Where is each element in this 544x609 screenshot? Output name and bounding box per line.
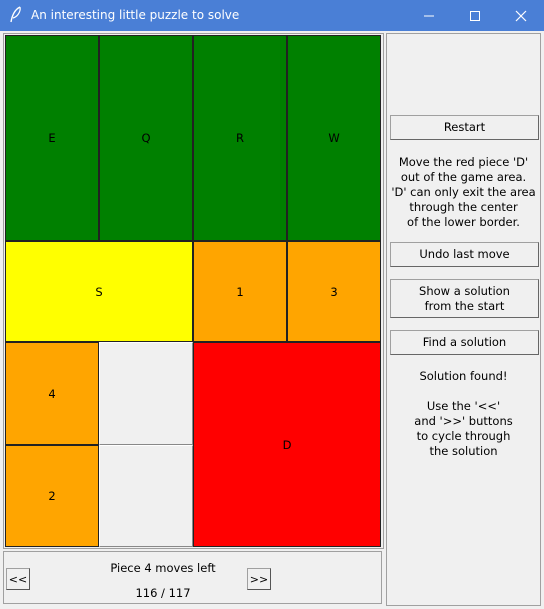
minimize-button[interactable] <box>406 0 452 31</box>
feather-icon <box>8 6 24 24</box>
piece-1-label: 1 <box>236 284 244 299</box>
piece-e-label: E <box>48 131 56 145</box>
piece-d[interactable]: D <box>193 342 381 547</box>
piece-2[interactable]: 2 <box>5 445 99 547</box>
piece-r[interactable]: R <box>193 35 287 241</box>
piece-3[interactable]: 3 <box>287 241 381 342</box>
title-bar[interactable]: An interesting little puzzle to solve <box>0 0 544 31</box>
piece-w-label: W <box>328 131 340 145</box>
instructions-text: Move the red piece 'D' out of the game a… <box>391 155 536 229</box>
empty-cell[interactable] <box>99 342 193 445</box>
piece-q[interactable]: Q <box>99 35 193 241</box>
piece-3-label: 3 <box>330 284 338 299</box>
piece-4-label: 4 <box>48 386 56 401</box>
navigation-panel: << Piece 4 moves left 116 / 117 >> <box>3 551 382 604</box>
piece-4[interactable]: 4 <box>5 342 99 445</box>
show-solution-button[interactable]: Show a solution from the start <box>390 279 539 318</box>
move-status: Piece 4 moves left <box>110 561 216 575</box>
game-board: E Q R W S 1 3 4 D 2 <box>3 33 384 549</box>
close-button[interactable] <box>498 0 544 31</box>
solution-message: Solution found! Use the '<<' and '>>' bu… <box>414 369 513 458</box>
piece-d-label: D <box>282 437 292 452</box>
piece-2-label: 2 <box>48 489 56 503</box>
window-title: An interesting little puzzle to solve <box>31 8 240 22</box>
next-step-button[interactable]: >> <box>247 568 271 590</box>
piece-s-label: S <box>95 284 103 299</box>
empty-cell[interactable] <box>99 445 193 547</box>
control-panel: Restart Move the red piece 'D' out of th… <box>386 33 541 606</box>
piece-1[interactable]: 1 <box>193 241 287 342</box>
maximize-button[interactable] <box>452 0 498 31</box>
piece-r-label: R <box>236 131 244 145</box>
piece-e[interactable]: E <box>5 35 99 241</box>
undo-button[interactable]: Undo last move <box>390 242 539 267</box>
piece-s[interactable]: S <box>5 241 193 342</box>
piece-q-label: Q <box>141 131 151 145</box>
previous-step-button[interactable]: << <box>6 568 30 590</box>
step-counter: 116 / 117 <box>135 586 191 600</box>
piece-w[interactable]: W <box>287 35 381 241</box>
restart-button[interactable]: Restart <box>390 115 539 140</box>
find-solution-button[interactable]: Find a solution <box>390 330 539 355</box>
